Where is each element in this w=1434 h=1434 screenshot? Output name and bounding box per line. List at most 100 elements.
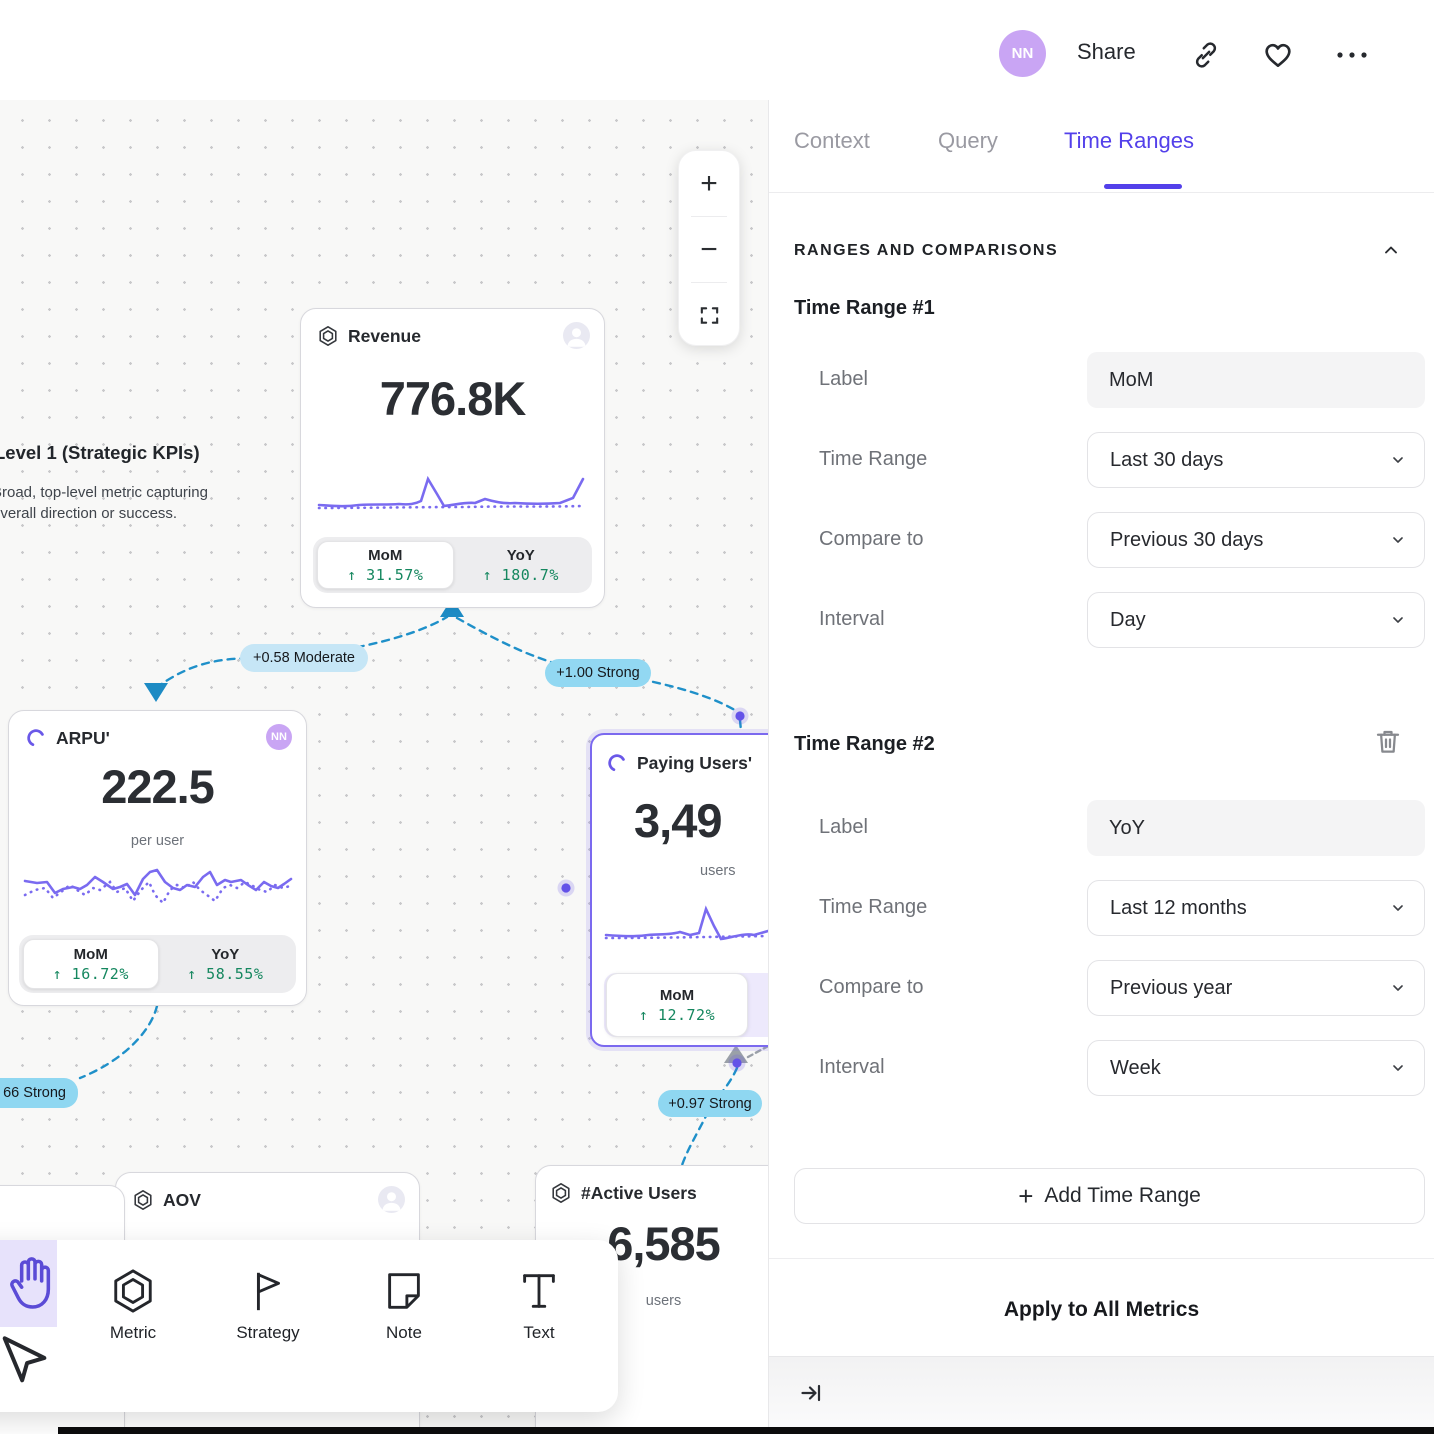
divider xyxy=(769,1258,1434,1259)
bottom-system-bar xyxy=(58,1427,1434,1434)
canvas-zoom-controls: + − xyxy=(678,150,740,346)
flag-icon xyxy=(256,1272,280,1311)
metric-unit: users xyxy=(645,1293,682,1309)
time-range-1-compare-select[interactable]: Previous 30 days xyxy=(1087,512,1425,568)
group-label-title: Level 1 (Strategic KPIs) xyxy=(0,442,200,463)
metric-card-arpu[interactable]: ARPU' NN 222.5 per user MoM ↑ 16.72% YoY… xyxy=(8,710,307,1006)
field-label: Time Range xyxy=(819,448,928,470)
cursor-icon xyxy=(2,1336,47,1383)
arrowhead-into-arpu xyxy=(144,683,168,702)
toolbar-item-label: Text xyxy=(523,1323,555,1342)
toggle-label: MoM xyxy=(73,945,108,963)
range-toggle-mom[interactable]: MoM ↑ 12.72% xyxy=(606,973,748,1037)
fullscreen-icon xyxy=(700,307,718,324)
metric-value: 6,585 xyxy=(607,1217,721,1270)
tab-context[interactable]: Context xyxy=(794,128,870,153)
tab-query[interactable]: Query xyxy=(938,128,998,153)
time-range-1-label-input[interactable]: MoM xyxy=(1087,352,1425,408)
time-range-2-interval-select[interactable]: Week xyxy=(1087,1040,1425,1096)
section-header: RANGES AND COMPARISONS xyxy=(794,242,1059,259)
chevron-down-icon xyxy=(1393,537,1403,543)
delete-time-range-button[interactable] xyxy=(1373,726,1403,756)
toolbar-note-button[interactable]: Note xyxy=(344,1268,464,1343)
metric-value: 776.8K xyxy=(379,372,527,425)
collapse-panel-button[interactable] xyxy=(799,1381,823,1405)
metric-value: 222.5 xyxy=(101,760,215,813)
apply-to-all-metrics-button[interactable]: Apply to All Metrics xyxy=(1003,1298,1200,1321)
collaborator-badge: NN xyxy=(266,724,292,750)
select-value: Last 30 days xyxy=(1110,448,1224,471)
toggle-label: YoY xyxy=(211,945,240,963)
time-range-1-range-select[interactable]: Last 30 days xyxy=(1087,432,1425,488)
zoom-in-button[interactable]: + xyxy=(700,166,718,200)
card-title: Revenue xyxy=(348,325,421,346)
range-toggle-mom[interactable]: MoM ↑ 31.57% xyxy=(317,541,454,589)
top-bar: NN Share xyxy=(0,0,1434,100)
metric-tree-canvas[interactable]: Level 1 (Strategic KPIs) Broad, top-leve… xyxy=(0,100,768,1434)
edge-handle-dot[interactable] xyxy=(561,883,571,893)
range-toggle-yoy[interactable]: YoY ↑ 180.7% xyxy=(454,541,589,589)
metric-card-paying-users[interactable]: Paying Users' 3,49 users MoM ↑ 12.72% xyxy=(590,733,768,1047)
edge-handle-dot[interactable] xyxy=(735,711,745,721)
time-range-1-title: Time Range #1 xyxy=(794,297,935,319)
field-label: Interval xyxy=(819,608,885,630)
time-range-2-range-select[interactable]: Last 12 months xyxy=(1087,880,1425,936)
edge-handle-dot[interactable] xyxy=(732,1058,742,1068)
correlation-label[interactable]: +0.58 Moderate xyxy=(240,644,368,672)
copy-link-icon[interactable] xyxy=(1191,40,1221,70)
select-tool-button[interactable] xyxy=(0,1327,57,1412)
time-range-2-title: Time Range #2 xyxy=(794,733,935,755)
add-time-range-button[interactable]: + Add Time Range xyxy=(794,1168,1425,1224)
card-title: AOV xyxy=(163,1189,201,1210)
owner-avatar-icon xyxy=(563,322,590,349)
user-avatar[interactable]: NN xyxy=(999,30,1046,77)
toolbar-strategy-button[interactable]: Strategy xyxy=(208,1268,328,1343)
time-range-1-interval-select[interactable]: Day xyxy=(1087,592,1425,648)
toggle-delta: ↑ 180.7% xyxy=(482,565,559,584)
sparkline-chart xyxy=(23,868,293,906)
metric-hexagon-icon xyxy=(134,1190,152,1210)
range-toggle-mom[interactable]: MoM ↑ 16.72% xyxy=(23,939,159,989)
metric-value: 3,49 xyxy=(634,794,722,847)
toolbar-text-button[interactable]: Text xyxy=(479,1268,599,1343)
share-button[interactable]: Share xyxy=(1077,39,1136,64)
panel-footer xyxy=(769,1356,1434,1434)
toggle-label: YoY xyxy=(506,546,535,564)
zoom-out-button[interactable]: − xyxy=(700,232,718,266)
active-tab-indicator xyxy=(1104,184,1182,189)
sparkline-chart xyxy=(317,475,585,510)
metric-hexagon-icon xyxy=(319,326,337,346)
collapse-section-button[interactable] xyxy=(1381,240,1401,260)
trash-icon xyxy=(1376,730,1400,753)
fit-view-button[interactable] xyxy=(679,283,739,348)
hand-tool-button[interactable] xyxy=(0,1240,57,1327)
chevron-down-icon xyxy=(1393,905,1403,911)
tab-time-ranges[interactable]: Time Ranges xyxy=(1064,128,1195,153)
select-value: Day xyxy=(1110,608,1146,631)
card-title: Paying Users' xyxy=(637,752,753,773)
metric-card-revenue[interactable]: Revenue 776.8K MoM ↑ 31.57% YoY ↑ 180.7% xyxy=(300,308,605,608)
time-range-2-label-input[interactable]: YoY xyxy=(1087,800,1425,856)
metric-hexagon-icon xyxy=(114,1269,152,1313)
correlation-label[interactable]: +0.97 Strong xyxy=(658,1090,762,1117)
correlation-label[interactable]: 66 Strong xyxy=(0,1078,78,1108)
range-toggle-yoy[interactable]: YoY ↑ 58.55% xyxy=(159,939,293,989)
toolbar-item-label: Metric xyxy=(109,1323,157,1342)
favorite-heart-icon[interactable] xyxy=(1262,39,1294,71)
time-range-2-compare-select[interactable]: Previous year xyxy=(1087,960,1425,1016)
hand-icon xyxy=(10,1257,51,1309)
arrowhead-into-paying-users xyxy=(724,1045,748,1063)
toggle-delta: ↑ 31.57% xyxy=(347,565,424,584)
field-label: Label xyxy=(819,368,868,390)
field-label: Compare to xyxy=(819,528,924,550)
toolbar-metric-button[interactable]: Metric xyxy=(73,1268,193,1343)
toggle-delta: ↑ 12.72% xyxy=(638,1005,716,1024)
toggle-delta: ↑ 16.72% xyxy=(52,964,129,983)
plus-icon: + xyxy=(1018,1180,1034,1211)
field-label: Label xyxy=(819,816,868,838)
field-label: Interval xyxy=(819,1056,885,1078)
settings-panel: Context Query Time Ranges RANGES AND COM… xyxy=(768,100,1434,1434)
more-options-icon[interactable] xyxy=(1335,49,1369,61)
owner-avatar-icon xyxy=(378,1186,405,1213)
correlation-label[interactable]: +1.00 Strong xyxy=(545,659,651,687)
